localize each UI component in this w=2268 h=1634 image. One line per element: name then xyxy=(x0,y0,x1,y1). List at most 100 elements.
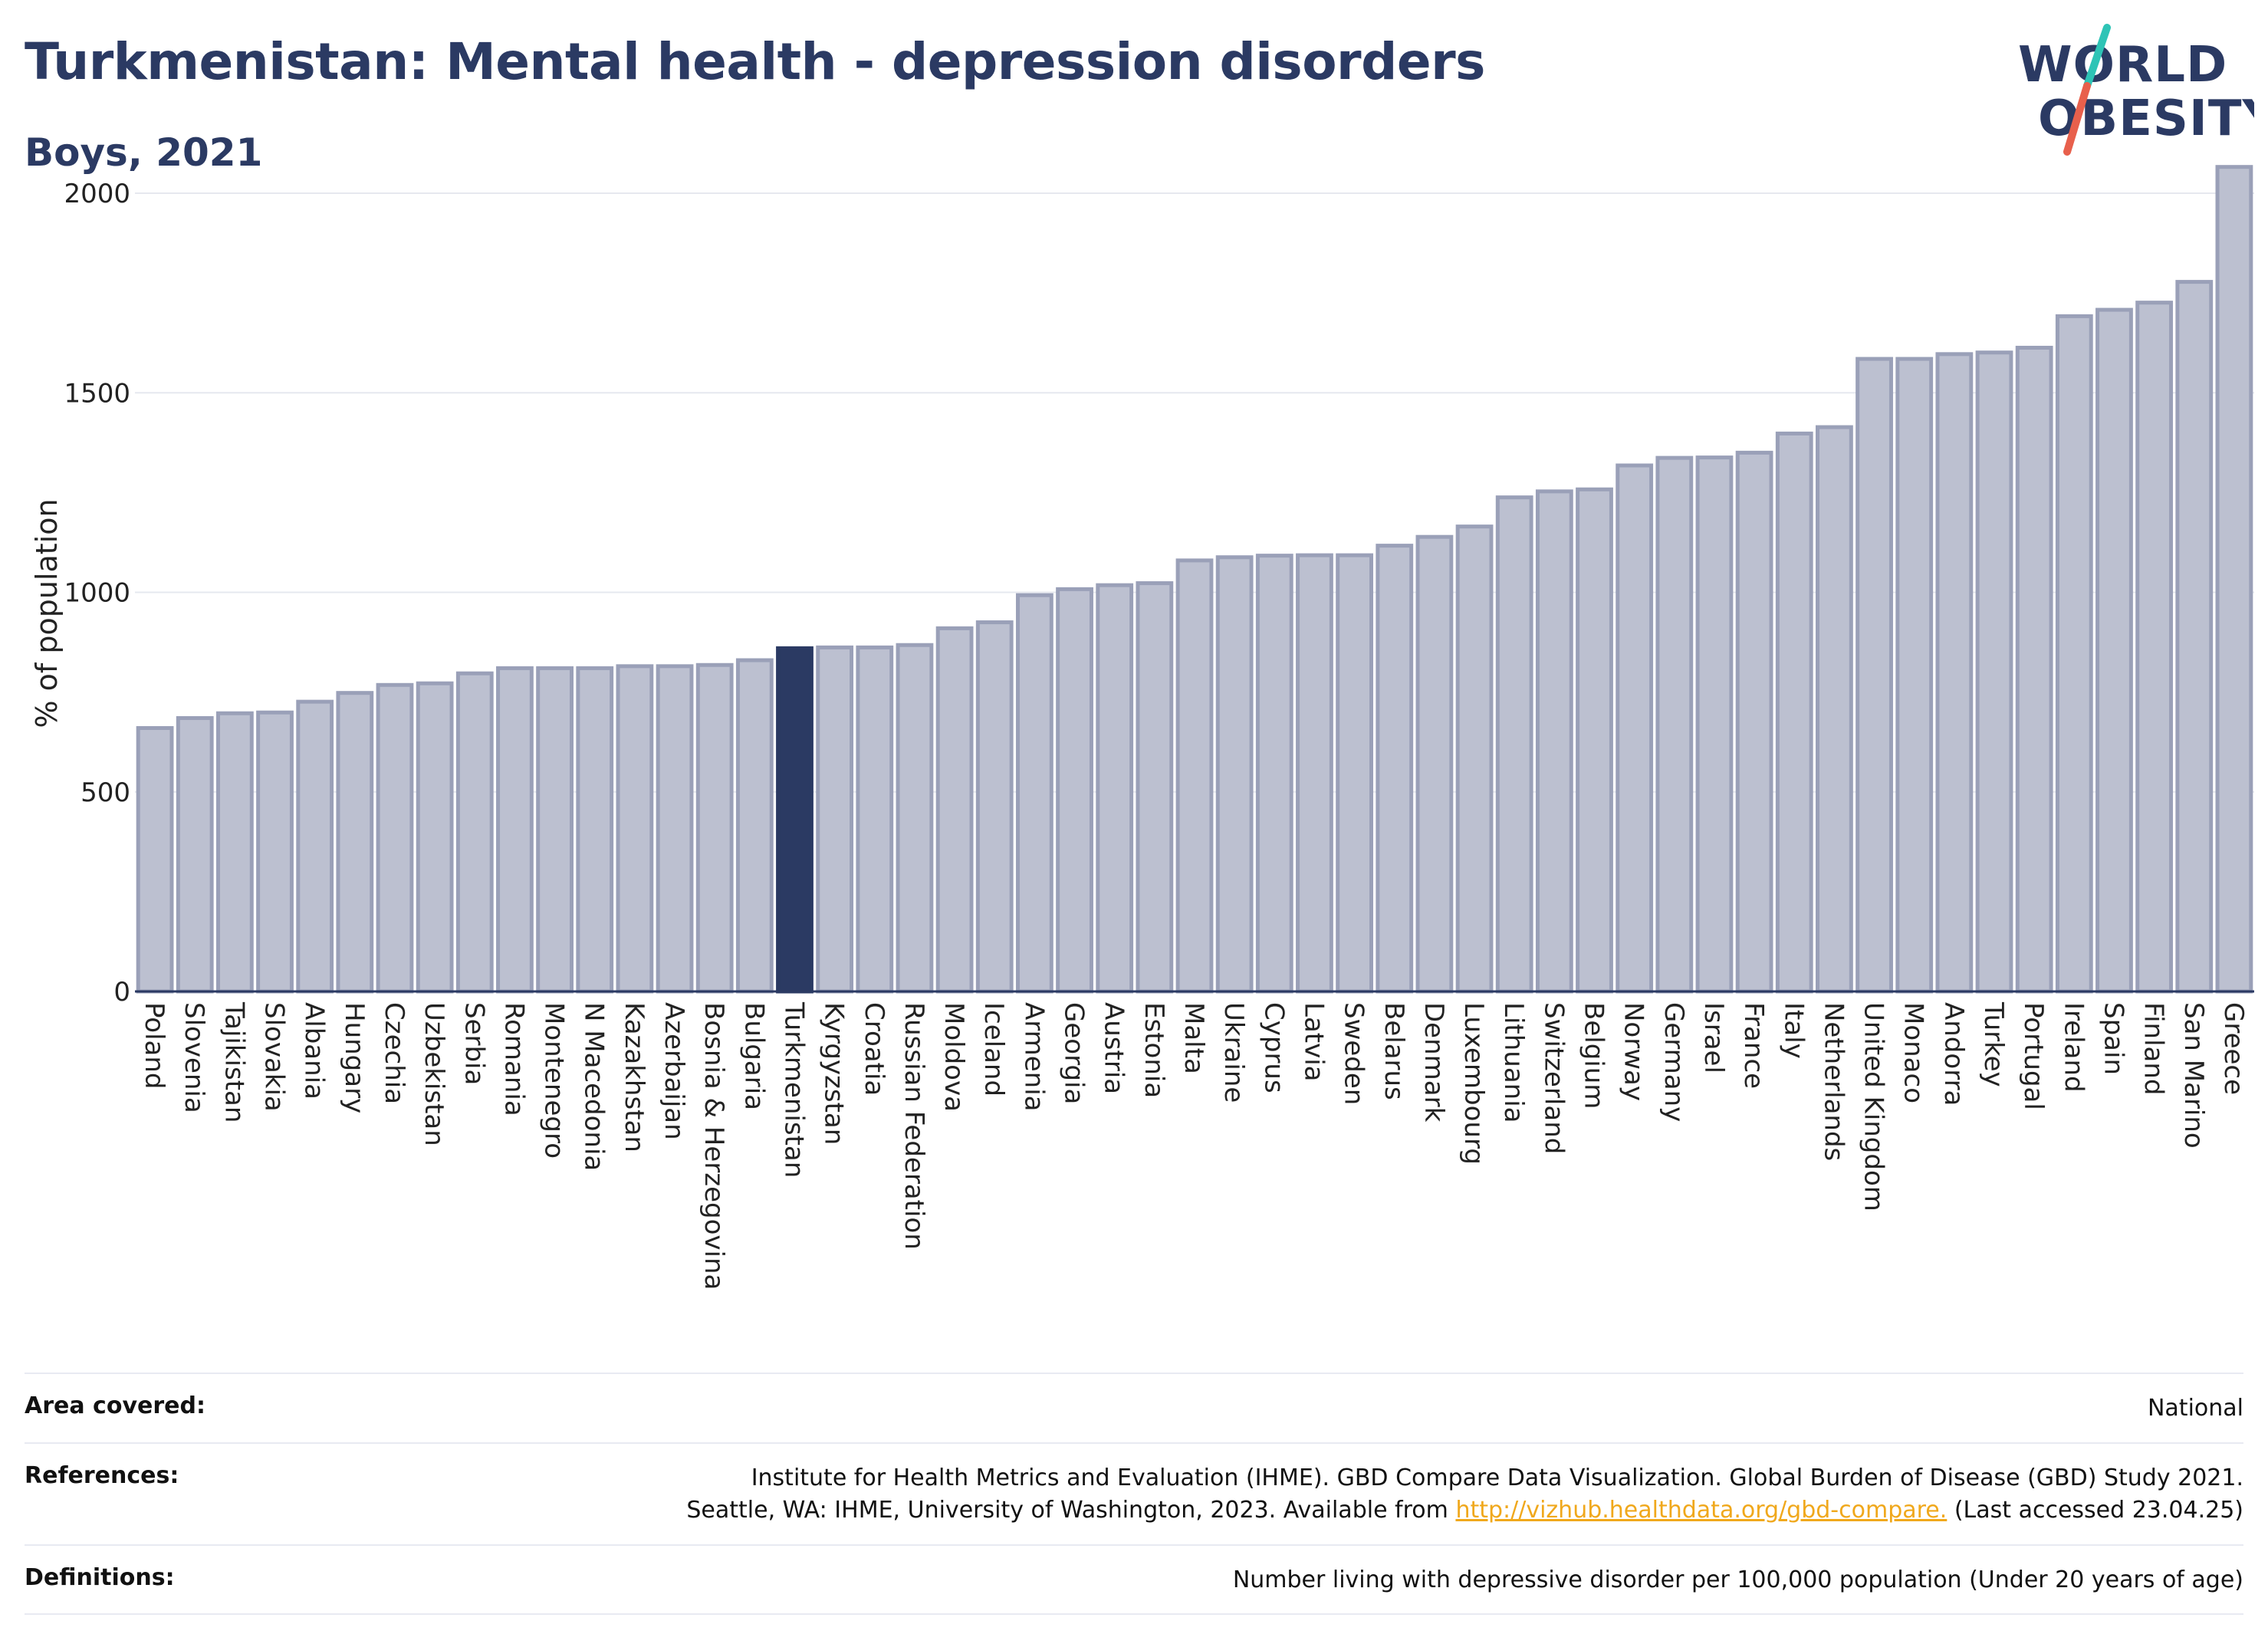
x-tick-label: Greece xyxy=(2218,1002,2249,1095)
x-tick-label: Georgia xyxy=(1059,1002,1090,1104)
bar-chart: Poland Slovenia Tajikistan Slovakia Albania H… xyxy=(30,165,2254,1290)
bar xyxy=(376,682,414,994)
x-tick-label: Estonia xyxy=(1139,1002,1169,1098)
bar xyxy=(2095,307,2133,994)
x-tick-label: Kazakhstan xyxy=(619,1002,649,1152)
x-axis-labels: Poland Slovenia Tajikistan Slovakia Albania H… xyxy=(139,1001,2249,1290)
bar xyxy=(1415,534,1454,994)
x-tick-label: Andorra xyxy=(1938,1002,1969,1106)
x-tick-label: Azerbaijan xyxy=(659,1002,689,1140)
x-tick-label: Kyrgyzstan xyxy=(819,1002,850,1145)
x-tick-label: Spain xyxy=(2098,1002,2128,1075)
y-axis-ticks: 0 500 1000 1500 2000 xyxy=(64,179,130,1008)
x-tick-label: Croatia xyxy=(859,1002,889,1096)
bar xyxy=(1056,587,1093,994)
bar xyxy=(1616,463,1654,994)
metadata-table: Area covered: National References: Insti… xyxy=(25,1373,2243,1616)
bar xyxy=(656,664,694,994)
bar xyxy=(1895,357,1934,994)
x-tick-label: Switzerland xyxy=(1538,1002,1569,1154)
bar xyxy=(1655,455,1694,994)
bar xyxy=(496,666,534,994)
world-obesity-logo: WORLD OBESITY xyxy=(2018,24,2254,156)
bar xyxy=(1775,431,1813,994)
bar xyxy=(1855,357,1893,994)
logo-text-world: WORLD xyxy=(2018,37,2227,94)
x-tick-label: Luxembourg xyxy=(1458,1002,1489,1165)
bar xyxy=(455,671,494,994)
bar xyxy=(536,666,574,994)
x-tick-label: Bulgaria xyxy=(738,1002,769,1110)
x-tick-label: Austria xyxy=(1099,1002,1129,1094)
x-tick-label: Malta xyxy=(1178,1002,1209,1074)
references-value: Institute for Health Metrics and Evaluat… xyxy=(347,1462,2243,1527)
x-tick-label: Norway xyxy=(1619,1002,1649,1101)
x-tick-label: San Marino xyxy=(2178,1002,2209,1149)
x-tick-label: Hungary xyxy=(339,1002,370,1113)
references-line2-pre: Seattle, WA: IHME, University of Washing… xyxy=(686,1497,1448,1524)
x-tick-label: N Macedonia xyxy=(579,1002,610,1171)
x-tick-label: Ukraine xyxy=(1218,1002,1249,1103)
x-tick-label: Romania xyxy=(498,1002,529,1116)
x-tick-label: Ireland xyxy=(2058,1002,2089,1093)
chart-title: Turkmenistan: Mental health - depression… xyxy=(25,32,1485,91)
x-tick-label: Denmark xyxy=(1418,1002,1449,1123)
bar xyxy=(1975,350,2013,994)
area-covered-label: Area covered: xyxy=(25,1392,205,1419)
bar xyxy=(735,658,774,994)
bar xyxy=(1495,495,1533,994)
references-line1: Institute for Health Metrics and Evaluat… xyxy=(751,1464,2243,1491)
bar xyxy=(2215,165,2253,994)
x-tick-label: Turkmenistan xyxy=(778,1001,809,1178)
bars xyxy=(136,165,2253,994)
logo-slash-coral-icon xyxy=(2063,82,2091,156)
y-tick-label: 500 xyxy=(81,778,130,808)
x-tick-label: France xyxy=(1738,1002,1769,1089)
x-tick-label: Czechia xyxy=(379,1002,409,1104)
bar xyxy=(1175,558,1214,994)
x-tick-label: Belarus xyxy=(1379,1002,1409,1100)
y-tick-label: 1000 xyxy=(64,578,130,609)
y-tick-label: 0 xyxy=(113,977,130,1008)
references-line2-post: (Last accessed 23.04.25) xyxy=(1954,1497,2243,1524)
bar xyxy=(215,711,254,994)
x-tick-label: Uzbekistan xyxy=(419,1002,449,1146)
area-covered-row: Area covered: National xyxy=(25,1373,2243,1442)
y-tick-label: 1500 xyxy=(64,378,130,409)
x-tick-label: Monaco xyxy=(1898,1002,1929,1103)
bar xyxy=(1096,583,1134,994)
bar-highlight xyxy=(776,646,814,994)
x-tick-label: Lithuania xyxy=(1498,1002,1529,1123)
bar xyxy=(1455,524,1494,994)
bar xyxy=(1215,555,1254,994)
x-tick-label: Bosnia & Herzegovina xyxy=(698,1002,729,1290)
bar xyxy=(2015,345,2053,994)
bar xyxy=(256,710,294,994)
bar xyxy=(1935,352,1974,994)
x-tick-label: Portugal xyxy=(2018,1002,2049,1110)
y-tick-label: 2000 xyxy=(64,179,130,209)
x-tick-label: Slovenia xyxy=(179,1002,209,1113)
bar xyxy=(2175,280,2214,994)
x-tick-label: Italy xyxy=(1778,1002,1809,1059)
x-tick-label: Slovakia xyxy=(259,1002,290,1112)
bar xyxy=(136,725,174,994)
x-tick-label: Israel xyxy=(1698,1002,1729,1073)
x-tick-label: Serbia xyxy=(459,1002,489,1085)
bar xyxy=(1576,487,1613,994)
bar xyxy=(1296,553,1333,994)
area-covered-value: National xyxy=(2147,1395,2243,1422)
definitions-value: Number living with depressive disorder p… xyxy=(1232,1566,2243,1593)
bar xyxy=(2135,301,2174,994)
x-tick-label: Poland xyxy=(139,1002,169,1090)
bar xyxy=(856,645,894,994)
bar xyxy=(896,643,934,994)
references-row: References: Institute for Health Metrics… xyxy=(25,1442,2243,1544)
bar xyxy=(176,715,214,994)
x-tick-label: Moldova xyxy=(938,1002,969,1112)
x-tick-label: Montenegro xyxy=(539,1002,570,1159)
x-tick-label: Sweden xyxy=(1339,1002,1369,1105)
bar xyxy=(935,626,974,994)
bar xyxy=(695,662,734,994)
references-link[interactable]: http://vizhub.healthdata.org/gbd-compare… xyxy=(1455,1497,1948,1524)
